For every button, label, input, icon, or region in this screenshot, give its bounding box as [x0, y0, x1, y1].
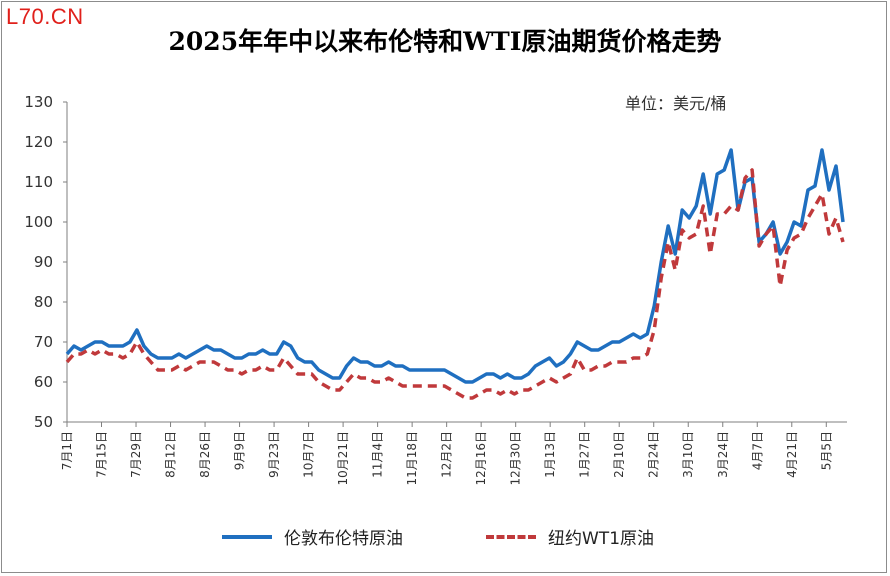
x-tick-label: 12月16日 [474, 431, 488, 486]
y-tick-label: 90 [34, 253, 53, 271]
x-tick-label: 10月7日 [302, 431, 316, 478]
x-tick-label: 7月15日 [95, 431, 109, 478]
x-tick-label: 10月21日 [336, 431, 350, 486]
x-tick-label: 2月10日 [612, 431, 626, 478]
x-tick-label: 11月4日 [371, 431, 385, 478]
x-tick-label: 4月7日 [750, 431, 764, 470]
y-tick-label: 100 [24, 213, 53, 231]
x-tick-label: 4月21日 [785, 431, 799, 478]
y-tick-label: 50 [34, 413, 53, 431]
legend: 伦敦布伦特原油 纽约WT1原油 [0, 524, 890, 549]
x-tick-label: 11月18日 [405, 431, 419, 486]
y-tick-label: 120 [24, 133, 53, 151]
x-tick-label: 12月2日 [440, 431, 454, 478]
y-tick-label: 110 [24, 173, 53, 191]
x-tick-label: 12月30日 [509, 431, 523, 486]
x-tick-label: 9月9日 [233, 431, 247, 470]
y-tick-label: 70 [34, 333, 53, 351]
x-tick-label: 9月23日 [267, 431, 281, 478]
series-line-wti [65, 168, 845, 400]
x-tick-label: 7月1日 [60, 431, 74, 470]
series-line-brent [65, 148, 845, 384]
watermark: L70.CN [6, 4, 84, 29]
chart-title: 2025年年中以来布伦特和WTI原油期货价格走势 [168, 27, 722, 56]
unit-label: 单位：美元/桶 [625, 94, 727, 113]
legend-swatch-brent [222, 534, 272, 539]
x-tick-label: 5月5日 [819, 431, 833, 470]
legend-label-wti: 纽约WT1原油 [548, 529, 655, 549]
legend-swatch-wti [486, 534, 536, 539]
x-tick-label: 1月27日 [578, 431, 592, 478]
legend-item-brent: 伦敦布伦特原油 [222, 524, 403, 549]
x-tick-label: 8月26日 [198, 431, 212, 478]
x-tick-label: 7月29日 [129, 431, 143, 478]
legend-label-brent: 伦敦布伦特原油 [284, 529, 403, 549]
x-tick-label: 1月13日 [543, 431, 557, 478]
x-tick-label: 3月24日 [716, 431, 730, 478]
y-tick-label: 80 [34, 293, 53, 311]
y-tick-label: 130 [24, 93, 53, 111]
x-tick-label: 2月24日 [647, 431, 661, 478]
x-tick-label: 3月10日 [681, 431, 695, 478]
legend-item-wti: 纽约WT1原油 [486, 524, 654, 549]
x-tick-label: 8月12日 [164, 431, 178, 478]
y-tick-label: 60 [34, 373, 53, 391]
